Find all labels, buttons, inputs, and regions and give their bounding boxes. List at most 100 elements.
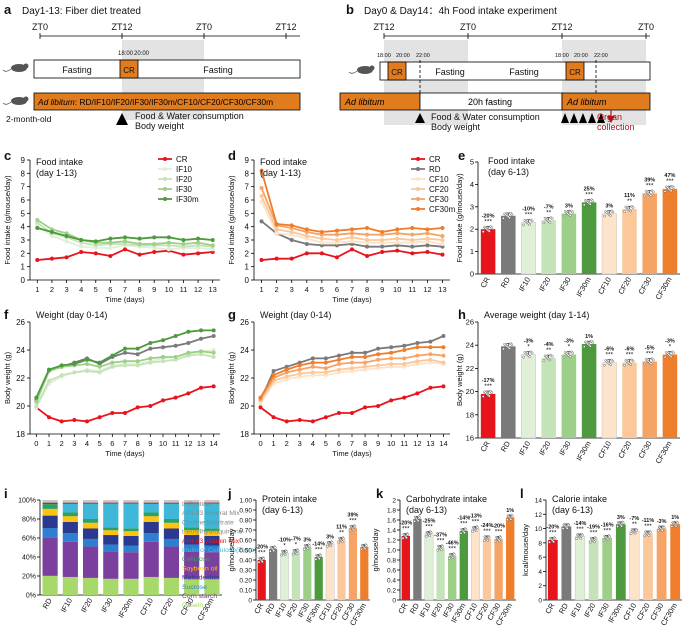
x-tick-label: 6 [337,439,341,448]
significance-CF20: *** [626,352,634,359]
x-tick-label: 7 [350,285,354,294]
stack-segment-CF20 [163,528,180,539]
chart-k: 00.20.40.60.81.01.21.41.61.82***-20%CRRD… [387,494,516,627]
stack-segment-CF30m [204,502,220,504]
percent-change-IF10: -3% [524,339,534,345]
panel-a-adlib-text: Ad libitum: RD/IF10/IF20/IF30/IF30m/CF10… [37,97,273,107]
data-point-IF30m [196,236,201,241]
bar-IF20 [541,357,556,438]
bar-IF30m [314,557,323,600]
data-point-CF10 [258,401,263,406]
percent-change-CF30: -3% [657,519,667,525]
stack-segment-IF10 [62,512,78,517]
x-tick-label: 13 [197,439,205,448]
y-tick-label: 60% [22,536,36,543]
sample-dot-IF30m [463,531,466,535]
data-point-CF20 [334,238,339,242]
sample-dot-IF10 [285,550,288,553]
legend-label-CF30m: CF30m [429,205,456,214]
data-point-CR [85,419,89,424]
sample-dot-CR [490,391,494,394]
legend-label: Soybean oil [182,565,218,572]
y-axis-label-j: g/mouse/day [227,528,236,571]
panel-b-adlib-label-2: Ad libitum [566,97,607,107]
x-tick-label: 1 [35,285,39,294]
significance-IF20: ** [546,209,552,216]
panel-letter-j: j [227,486,232,501]
y-tick-label: 0 [538,598,542,605]
x-category-label: IF10 [517,276,532,294]
stack-segment-IF30m [123,531,139,536]
data-point-CF30 [365,232,370,237]
data-point-CF30m [365,226,370,230]
stack-segment-CF10 [143,502,159,504]
sample-dot-CF30m [363,547,367,551]
significance-CF20: ** [627,198,633,205]
data-point-CF30m [350,355,354,359]
panel-b-arrow-2: Body weight [431,122,481,132]
data-point-CF30 [284,370,289,375]
y-tick-label: 6 [538,555,542,562]
y-tick-label: 22 [16,374,25,383]
stack-segment-RD [42,502,58,505]
sample-dot-CF20 [629,363,633,366]
sample-dot-IF30 [562,214,566,218]
x-category-label: CF30m [196,597,216,623]
x-tick-label: 4 [305,285,309,294]
y-tick-label: 6 [21,196,26,205]
bar-CR [257,560,266,600]
data-point-IF20 [148,360,153,365]
sample-dot-CF10 [329,544,333,548]
y-axis-label-c: Food intake (g/mouse/day) [3,175,12,265]
chart-subtitle: (day 1-13) [260,168,301,178]
y-tick-label: 0.40 [239,558,252,565]
percent-change-CF20: -24% [481,523,494,529]
stack-segment-CF10 [143,516,159,522]
sample-dot-CF10 [330,541,334,544]
sample-dot-RD [508,216,511,220]
percent-change-CF30: -20% [492,524,505,530]
data-point-IF30 [97,364,102,369]
chart-subtitle: (day 6-13) [406,505,447,515]
stack-segment-RD [42,575,58,595]
panel-b-night-shade-1 [384,40,468,125]
panel-a-zt-2: ZT12 [111,22,132,32]
sample-dot-CR [406,533,410,536]
sample-dot-IF10 [424,534,428,538]
x-category-label: CR [396,601,410,615]
data-point-IF20 [123,363,127,368]
panel-b-time-6: 22:00 [594,53,608,59]
stack-segment-IF30m [123,578,139,595]
sample-dot-IF20 [295,552,298,556]
sample-dot-RD [502,347,505,351]
y-tick-label: 1 [21,263,26,272]
bar-IF30 [561,354,577,438]
y-tick-label: 26 [16,318,25,327]
legend-marker-RD [416,167,420,171]
percent-change-IF30m: 1% [585,334,593,340]
stack-segment-IF20 [82,546,99,578]
bar-CR [480,229,496,274]
data-point-CR [425,250,430,254]
data-point-CR [148,404,153,408]
data-point-IF30m [85,357,89,362]
percent-change-CF30m: -3% [665,339,675,345]
sample-dot-CF30m [663,355,667,359]
data-point-IF30 [199,349,203,354]
data-point-RD [323,356,328,361]
sample-dot-IF20 [436,548,440,552]
bar-IF30 [561,213,577,274]
sample-dot-RD [273,546,277,549]
data-point-IF30m [186,329,191,334]
data-point-CF30 [310,364,315,369]
x-tick-label: 11 [408,285,416,294]
data-point-CF30m [297,363,302,368]
stack-segment-IF20 [82,528,99,539]
legend-label-CF30: CF30 [429,195,449,204]
x-tick-label: 10 [393,285,401,294]
percent-change-IF10: -10% [278,538,291,544]
data-point-CF10 [350,369,354,373]
percent-change-CF10: 3% [605,204,613,210]
sample-dot-CF20 [623,210,626,213]
data-point-CF30m [284,367,289,372]
